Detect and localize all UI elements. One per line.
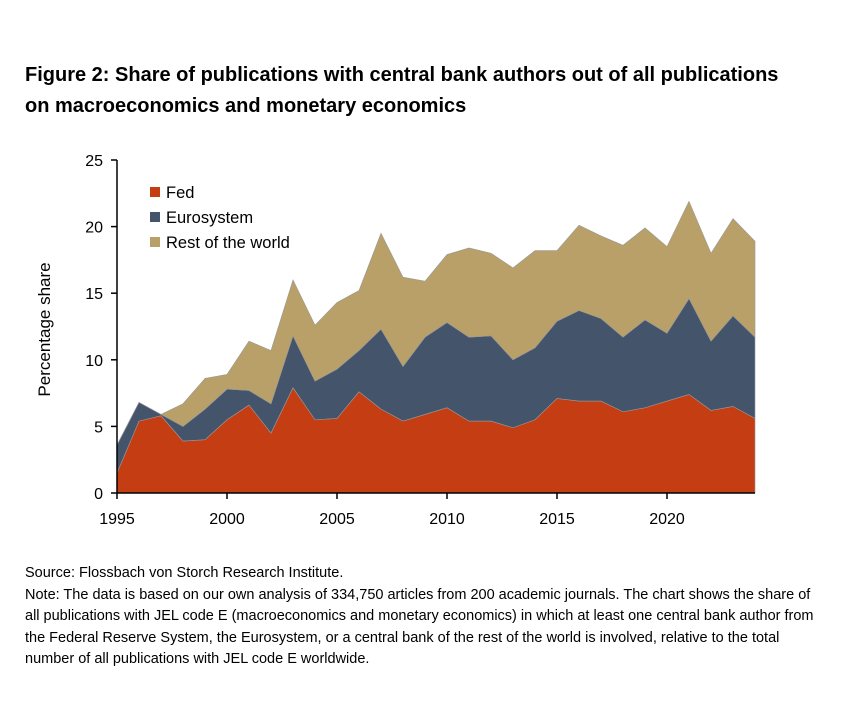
chart-title: Figure 2: Share of publications with cen… xyxy=(25,60,825,122)
legend-label: Eurosystem xyxy=(166,209,253,227)
x-tick-label: 2005 xyxy=(319,511,355,528)
legend-swatch xyxy=(150,212,160,222)
chart-notes: Source: Flossbach von Storch Research In… xyxy=(25,563,825,671)
y-tick-label: 5 xyxy=(94,419,103,436)
x-tick-label: 2000 xyxy=(209,511,245,528)
y-tick-label: 20 xyxy=(85,220,103,237)
area-rest-of-the-world xyxy=(116,200,756,446)
note-text: Note: The data is based on our own analy… xyxy=(25,586,814,668)
legend-label: Rest of the world xyxy=(166,234,290,252)
title-line-1: Figure 2: Share of publications with cen… xyxy=(25,64,779,86)
x-tick-label: 2010 xyxy=(429,511,465,528)
source-text: Source: Flossbach von Storch Research In… xyxy=(25,565,344,581)
x-tick-label: 1995 xyxy=(99,511,135,528)
y-tick-label: 15 xyxy=(85,286,103,303)
stacked-area-chart: 0 5 10 15 20 25 1995 2000 2005 2010 2015 2020 Percen… xyxy=(35,153,756,528)
legend-swatch xyxy=(150,237,160,247)
x-tick-label: 2015 xyxy=(539,511,575,528)
y-tick-label: 0 xyxy=(94,486,103,503)
legend-swatch xyxy=(150,187,160,197)
y-tick-label: 10 xyxy=(85,353,103,370)
y-axis-label: Percentage share xyxy=(35,262,54,396)
title-line-2: on macroeconomics and monetary economics xyxy=(25,95,467,117)
y-tick-label: 25 xyxy=(85,153,103,170)
legend-label: Fed xyxy=(166,184,194,202)
x-tick-label: 2020 xyxy=(649,511,685,528)
